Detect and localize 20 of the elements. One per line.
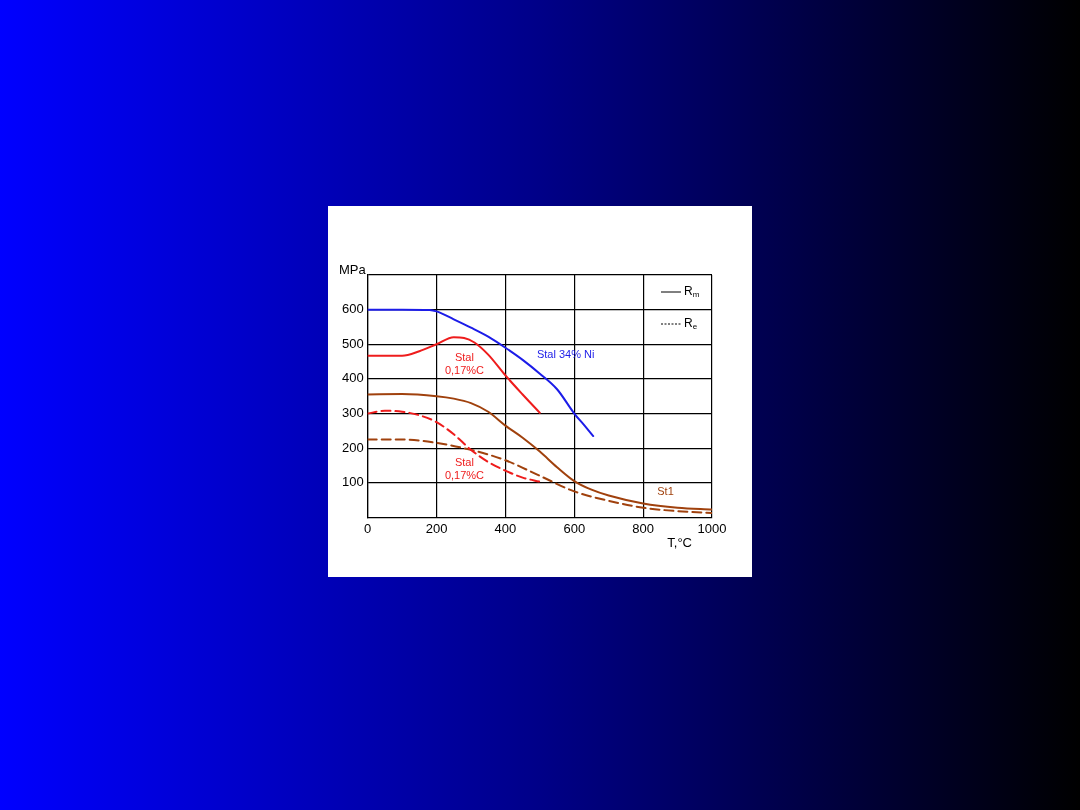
x-tick-label: 1000 [697,520,727,536]
y-tick-label: 400 [341,370,364,386]
x-tick-label: 200 [425,520,448,536]
annotation: St1 [657,484,674,497]
y-tick-label: 300 [341,405,364,421]
annotation: Stal 0,17%C [444,456,485,482]
x-tick-label: 800 [632,520,654,536]
y-axis-title: MPa [338,262,367,278]
line-series [367,393,712,511]
y-tick-label: 500 [341,335,364,351]
line-series [367,409,541,483]
y-tick-label: 100 [341,474,364,490]
line-series [367,308,595,438]
x-tick-label: 600 [563,520,586,536]
x-tick-label: 0 [364,520,372,536]
x-tick-label: 400 [494,520,517,536]
annotation: Stal 0,17%C [444,351,485,377]
x-axis-title: T,°C [667,535,692,551]
y-tick-label: 200 [341,439,364,455]
y-tick-label: 600 [341,301,364,317]
